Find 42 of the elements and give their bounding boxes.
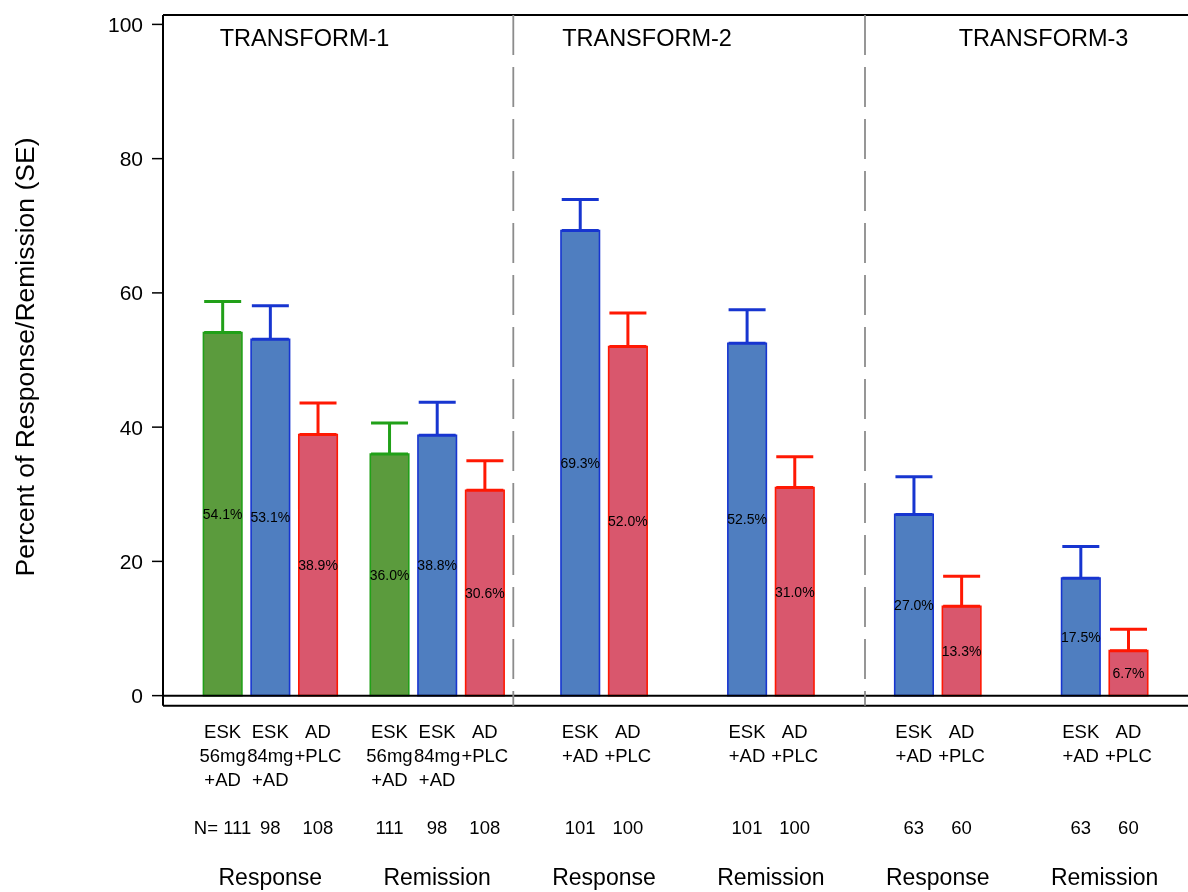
y-tick-label: 0 [131, 684, 143, 708]
y-tick-label: 40 [119, 415, 143, 439]
y-axis-title: Percent of Response/Remission (SE) [9, 137, 40, 577]
text: Response [885, 863, 990, 890]
category-label: AD +PLC 108 [461, 721, 509, 838]
category-label: ESK +AD 101 [561, 721, 599, 838]
data-label: 54.1% [202, 506, 243, 523]
data-label: 52.5% [727, 511, 767, 528]
data-label: 52.0% [608, 513, 648, 530]
category-label: AD +PLC 60 [938, 721, 985, 838]
data-label: 38.9% [298, 557, 338, 574]
annotation: TRANSFORM-3 [958, 25, 1129, 52]
text: Remission [1050, 863, 1159, 890]
data-label: 36.0% [369, 566, 410, 583]
text: Response [218, 863, 323, 890]
data-label: 53.1% [250, 509, 291, 526]
category-label: ESK +AD 101 [728, 721, 766, 838]
annotation: TRANSFORM-2 [562, 25, 732, 52]
y-tick-label: 100 [107, 12, 143, 36]
data-label: 69.3% [560, 455, 601, 472]
category-label: AD +PLC 60 [1105, 721, 1152, 838]
annotation: TRANSFORM-1 [219, 25, 390, 52]
category-label: ESK 84mg +AD 98 [413, 721, 461, 838]
category-label: AD +PLC 100 [604, 721, 652, 838]
data-label: 31.0% [774, 583, 815, 600]
text: Response [552, 863, 656, 890]
data-label: 13.3% [941, 642, 982, 659]
category-label: ESK +AD 63 [1062, 721, 1100, 838]
y-tick-label: 80 [119, 147, 143, 171]
category-label: ESK +AD 63 [895, 721, 933, 838]
data-label: 6.7% [1112, 665, 1145, 682]
text: Remission [383, 863, 491, 890]
data-label: 38.8% [417, 557, 458, 574]
category-label: ESK 56mg +AD 111 [366, 721, 413, 838]
data-label: 27.0% [894, 596, 934, 613]
data-label: 30.6% [465, 584, 505, 601]
y-tick-label: 60 [119, 281, 143, 305]
category-label: AD +PLC 108 [294, 721, 342, 838]
category-label: AD +PLC 100 [771, 721, 819, 838]
y-tick-label: 20 [119, 549, 143, 573]
text: Remission [717, 863, 825, 890]
data-label: 17.5% [1060, 628, 1101, 645]
